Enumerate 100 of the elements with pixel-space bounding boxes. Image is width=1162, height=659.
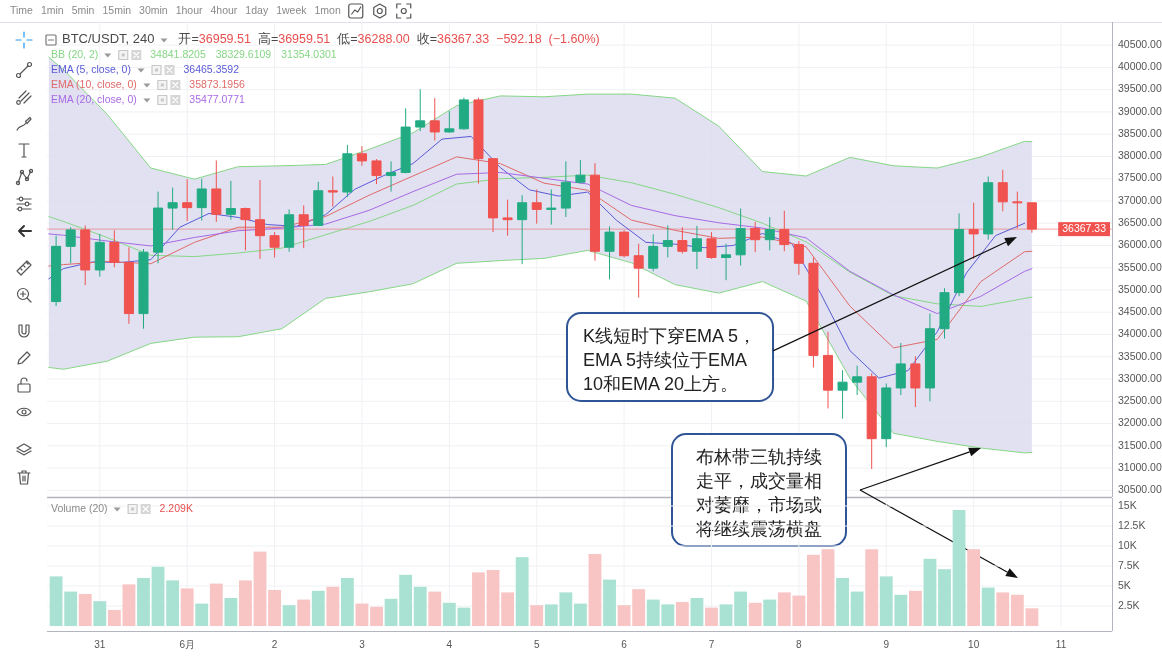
annotation: 2.209K [159,501,193,514]
ref-line-label: 36367.33 [1062,221,1107,234]
candlestick [546,188,557,226]
y-tick-label: 39000.00 [1118,104,1162,117]
bar [923,558,937,626]
bar [763,599,777,626]
bar [355,603,369,626]
bar [151,566,165,626]
candlestick [182,178,193,222]
candlestick [560,160,571,218]
y-tick-label: 12.5K [1118,518,1146,531]
candlestick [677,226,688,254]
bar [413,586,427,626]
bar [719,604,733,626]
candlestick [298,204,309,249]
bar [938,569,951,626]
annotation: 35873.1956 [189,77,245,90]
candlestick [531,188,542,225]
y-tick-label: 38000.00 [1118,149,1162,162]
candlestick [327,175,338,208]
x-tick-label: 7 [708,638,715,650]
candlestick [80,224,91,286]
candlestick [65,226,76,264]
bar [137,578,150,626]
y-tick-label: 33000.00 [1118,371,1162,384]
candlestick [196,178,207,222]
bar [224,598,238,626]
bar [675,602,689,626]
bar [807,554,820,626]
bar [268,590,281,626]
y-tick-label: 31500.00 [1118,438,1162,451]
candlestick [342,144,353,198]
candlestick [386,160,397,193]
bar [195,603,209,626]
candlestick [269,231,280,258]
bar [253,551,267,626]
bar [603,579,616,626]
bar [166,580,180,626]
annotation: 31354.0301 [281,47,337,60]
annotation: 38329.6109 [215,47,272,60]
bar [297,599,311,626]
bar [981,587,995,626]
candlestick [371,158,382,185]
bar [952,510,966,626]
bar [122,584,136,626]
bar [472,572,485,626]
candlestick [153,191,164,264]
candlestick [211,159,222,223]
bar [209,583,223,626]
bar [967,549,981,626]
candlestick [517,194,528,265]
y-tick-label: 34500.00 [1118,305,1162,318]
text: BB (20, 2) [51,47,99,60]
candlestick [633,243,644,299]
category-label: 5min [71,3,95,16]
annotation: 36465.3592 [183,62,240,75]
bar [428,591,442,626]
candlestick [589,162,600,262]
candlestick [968,202,979,260]
bar [399,574,413,626]
x-tick-label: 6 [621,638,628,650]
bar [748,602,762,626]
bar [865,549,879,626]
bar [384,598,398,626]
y-tick-label: 36500.00 [1118,216,1162,228]
candlestick [691,225,702,270]
y-tick-label: 7.5K [1118,558,1140,571]
y-tick-label: 40500.00 [1118,37,1162,50]
y-tick-label: 32500.00 [1118,394,1162,407]
candlestick [983,175,994,241]
x-tick-label: 4 [446,638,453,650]
bar [705,607,718,626]
candlestick [575,159,586,185]
text: EMA (5, close, 0) [51,62,131,75]
text: EMA (20, close, 0) [51,92,137,105]
candlestick [284,208,295,253]
bar [501,592,514,626]
y-tick-label: 35000.00 [1118,282,1162,295]
category-label: 1day [245,3,269,16]
y-tick-label: 32000.00 [1118,416,1162,429]
candlestick [852,365,863,396]
y-tick-label: 35500.00 [1118,260,1162,273]
candlestick [924,313,935,402]
candlestick [488,158,499,233]
category-label: Time [10,3,34,16]
bar [282,605,296,626]
candlestick [604,225,615,280]
candlestick [895,342,906,396]
bar [821,549,835,626]
candlestick [123,246,134,325]
candlestick [109,229,120,268]
category-label: 4hour [210,3,238,16]
y-tick-label: 10K [1118,538,1137,551]
y-tick-label: 39500.00 [1118,82,1162,95]
annotation: 34841.8205 [150,47,206,60]
bar [486,570,500,626]
candlestick [415,88,426,132]
candlestick [779,210,790,252]
y-tick-label: 37000.00 [1118,193,1162,206]
candlestick [356,145,367,167]
